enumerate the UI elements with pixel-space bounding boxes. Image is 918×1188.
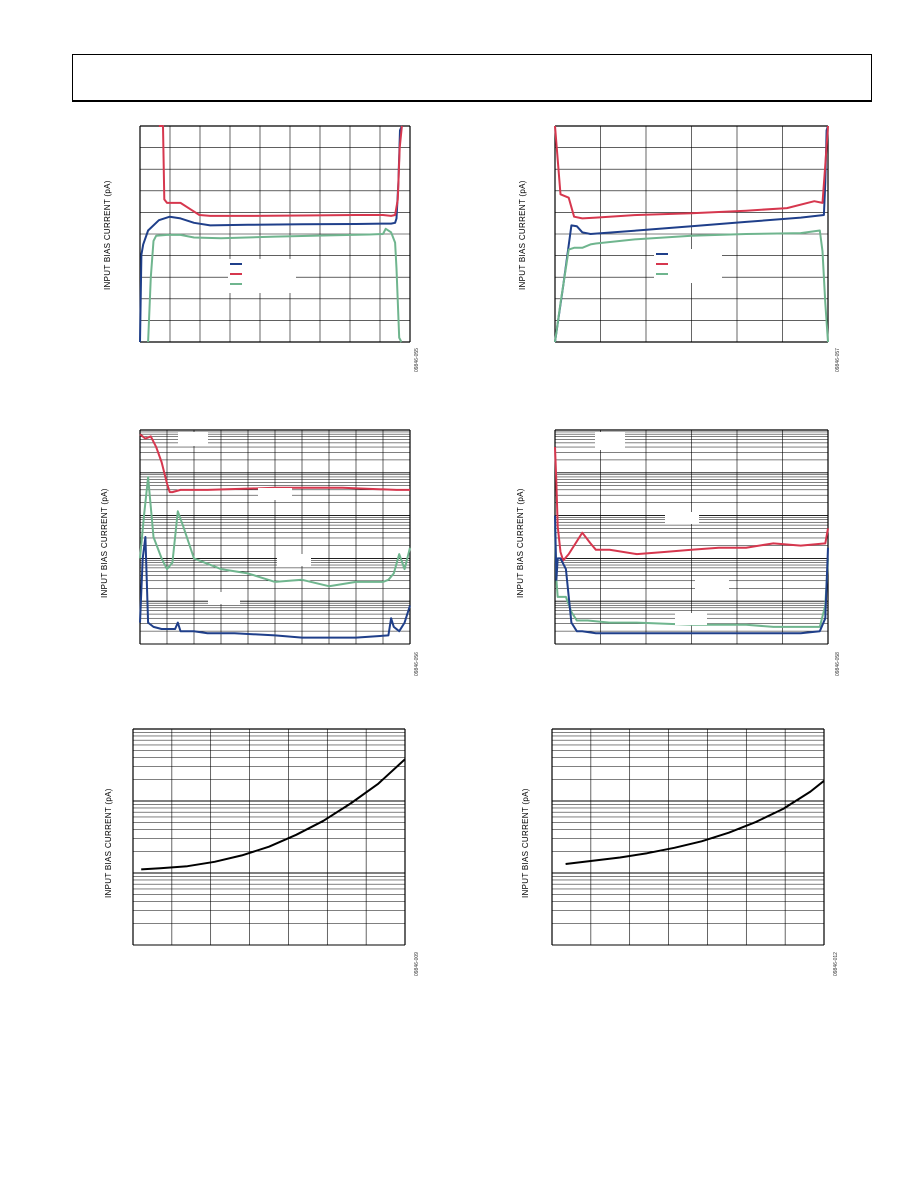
series-line-blue [554, 125, 829, 343]
figure-number: 09846-056 [414, 652, 420, 676]
chart-bias-current-5 [132, 728, 406, 946]
page-header-frame [72, 54, 872, 102]
y-axis-label: INPUT BIAS CURRENT (pA) [518, 180, 527, 290]
y-axis-label: INPUT BIAS CURRENT (pA) [516, 488, 525, 598]
series-line-green [554, 229, 829, 343]
chart-bias-current-1 [139, 125, 411, 343]
y-axis-label: INPUT BIAS CURRENT (pA) [103, 180, 112, 290]
annotation-label-box [695, 580, 729, 592]
chart-bias-current-2 [554, 125, 829, 343]
chart-bias-current-4 [554, 429, 829, 645]
chart-bias-current-3 [139, 429, 411, 645]
series-line-green [147, 227, 403, 343]
series-line-curve [565, 780, 825, 865]
series-line-curve [141, 758, 406, 871]
figure-number: 09846-012 [833, 952, 839, 976]
series-line-green [139, 476, 411, 588]
series-line-blue [139, 536, 411, 639]
series-line-blue [554, 515, 829, 635]
series-line-green [554, 526, 829, 628]
annotation-label-box [665, 512, 699, 524]
series-line-red [158, 125, 403, 217]
chart-bias-current-6 [551, 728, 825, 946]
annotation-label-box [277, 554, 311, 566]
y-axis-label: INPUT BIAS CURRENT (pA) [104, 788, 113, 898]
series-line-red [554, 447, 829, 562]
series-line-red [554, 125, 829, 220]
figure-number: 09846-058 [835, 652, 841, 676]
annotation-label-box [595, 432, 625, 450]
figure-number: 09846-055 [414, 348, 420, 372]
annotation-label-box [208, 592, 240, 604]
figure-number: 09846-057 [835, 348, 841, 372]
figure-number: 09846-009 [414, 952, 420, 976]
annotation-label-box [178, 432, 208, 446]
annotation-label-box [675, 613, 707, 625]
y-axis-label: INPUT BIAS CURRENT (pA) [100, 488, 109, 598]
series-line-blue [139, 125, 403, 343]
annotation-label-box [258, 488, 292, 500]
y-axis-label: INPUT BIAS CURRENT (pA) [521, 788, 530, 898]
series-line-red [139, 433, 410, 494]
